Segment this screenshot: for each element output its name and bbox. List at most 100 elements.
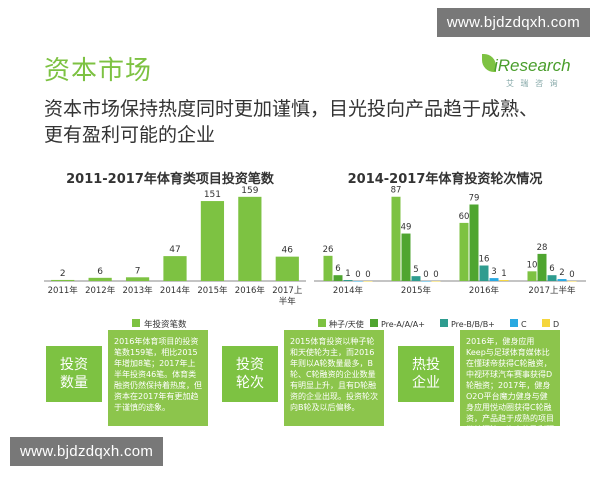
legend-label: 种子/天使 <box>329 319 364 329</box>
data-label: 49 <box>401 223 412 233</box>
x-tick-label: 2012年 <box>85 285 116 296</box>
bar-2016年-C <box>489 278 499 281</box>
bar-2014年 <box>163 256 187 281</box>
data-label: 2 <box>559 268 564 278</box>
x-tick-label: 2017上 <box>272 286 303 296</box>
chart2-title: 2014-2017年体育投资轮次情况 <box>347 172 543 187</box>
logo-subtext: 艾 瑞 咨 询 <box>506 79 560 88</box>
bar-2017上半年-C <box>557 279 567 281</box>
card-tag: 热投 企业 <box>398 346 454 402</box>
chart1-title: 2011-2017年体育类项目投资笔数 <box>66 172 274 187</box>
card-body: 2016年体育项目的投资笔数159笔，相比2015年增加8笔；2017年上半年投… <box>108 330 208 426</box>
data-label: 0 <box>569 270 574 280</box>
bar-2016年-Pre-A/A/A+ <box>469 204 479 281</box>
bar-2016年-D <box>499 280 509 281</box>
legend-swatch <box>132 319 140 327</box>
x-tick-label: 2014年 <box>160 285 191 296</box>
x-tick-label: 2017上半年 <box>528 285 576 296</box>
bar-2017上半年-种子/天使 <box>527 271 537 281</box>
data-label: 6 <box>97 267 103 277</box>
card-body: 2016年，健身应用Keep与足球体育媒体比在懂球帝获得C轮融资，中视环球汽车赛… <box>460 330 560 426</box>
data-label: 2 <box>60 269 66 279</box>
data-label: 87 <box>391 186 402 196</box>
bar-2015年-C <box>421 281 431 282</box>
bar-2015年-D <box>431 281 441 282</box>
x-tick-label: 半年 <box>279 296 297 307</box>
data-label: 28 <box>537 243 548 253</box>
x-tick-label: 2016年 <box>235 285 266 296</box>
bar-2014年-Pre-A/A/A+ <box>333 275 343 281</box>
data-label: 7 <box>135 266 141 276</box>
legend-label: C <box>521 320 527 329</box>
bar-2017上半年-Pre-A/A/A+ <box>537 253 547 281</box>
headline-line-2: 更有盈利可能的企业 <box>44 124 216 146</box>
bar-2015年-Pre-A/A/A+ <box>401 233 411 281</box>
card-hot-companies: 热投 企业 2016年，健身应用Keep与足球体育媒体比在懂球帝获得C轮融资，中视… <box>398 330 568 426</box>
legend-swatch <box>542 319 550 327</box>
x-tick-label: 2013年 <box>123 285 154 296</box>
card-tag: 投资 轮次 <box>222 346 278 402</box>
data-label: 6 <box>549 264 554 274</box>
x-tick-label: 2016年 <box>469 285 500 296</box>
page-title: 资本市场 <box>44 56 153 86</box>
data-label: 5 <box>413 265 418 275</box>
card-investment-count: 投资 数量 2016年体育项目的投资笔数159笔，相比2015年增加8笔；2017… <box>46 330 216 426</box>
bar-2014年-种子/天使 <box>323 255 333 281</box>
legend-swatch <box>318 319 326 327</box>
bar-2017上半年 <box>275 256 299 281</box>
x-tick-label: 2014年 <box>333 285 364 296</box>
bar-2016年-种子/天使 <box>459 222 469 281</box>
bar-2015年-种子/天使 <box>391 196 401 281</box>
x-tick-label: 2015年 <box>401 285 432 296</box>
data-label: 1 <box>345 269 350 279</box>
x-tick-label: 2015年 <box>197 285 228 296</box>
legend-label: Pre-B/B/B+ <box>451 320 495 329</box>
legend-swatch <box>510 319 518 327</box>
bar-2014年-Pre-B/B/B+ <box>343 280 353 281</box>
bar-2011年 <box>51 279 75 281</box>
data-label: 1 <box>501 269 506 279</box>
data-label: 0 <box>355 270 360 280</box>
x-tick-label: 2011年 <box>48 285 79 296</box>
headline-line-1: 资本市场保持热度同时更加谨慎，目光投向产品趋于成熟、 <box>44 98 539 120</box>
data-label: 0 <box>423 270 428 280</box>
legend-swatch <box>440 319 448 327</box>
chart1-svg: 2 2011年 6 2012年 7 2013年 47 2014年 151 2015年 159 2016… <box>44 186 306 330</box>
bar-2014年-D <box>363 281 373 282</box>
data-label: 0 <box>433 270 438 280</box>
watermark-top: www.bjdzdqxh.com <box>436 8 590 37</box>
data-label: 151 <box>204 190 221 200</box>
card-body: 2015体育投资以种子轮和天使轮为主，而2016年则以A轮数量最多，B轮、C轮融… <box>284 330 384 426</box>
data-label: 0 <box>365 270 370 280</box>
legend-label: D <box>553 320 559 329</box>
leaf-icon <box>482 54 496 72</box>
bar-2012年 <box>88 277 112 281</box>
data-label: 6 <box>335 264 340 274</box>
data-label: 16 <box>479 255 490 265</box>
card-tag: 投资 数量 <box>46 346 102 402</box>
legend-swatch <box>370 319 378 327</box>
data-label: 47 <box>169 245 180 255</box>
bar-2016年 <box>238 196 262 281</box>
data-label: 159 <box>241 186 258 196</box>
data-label: 79 <box>469 193 480 203</box>
bar-2017上半年-D <box>567 281 577 282</box>
legend-label: Pre-A/A/A+ <box>381 320 425 329</box>
bar-2016年-Pre-B/B/B+ <box>479 265 489 281</box>
data-label: 60 <box>459 212 470 222</box>
data-label: 10 <box>527 260 538 270</box>
bar-2015年 <box>200 201 225 281</box>
data-label: 46 <box>282 246 294 256</box>
data-label: 26 <box>323 245 334 255</box>
card-investment-rounds: 投资 轮次 2015体育投资以种子轮和天使轮为主，而2016年则以A轮数量最多，B… <box>222 330 392 426</box>
bar-2015年-Pre-B/B/B+ <box>411 276 421 281</box>
legend-label: 年投资笔数 <box>144 319 187 330</box>
bar-2017上半年-Pre-B/B/B+ <box>547 275 557 281</box>
bar-2014年-C <box>353 281 363 282</box>
iresearch-logo: iResearch 艾 瑞 咨 询 <box>480 50 580 92</box>
watermark-bottom: www.bjdzdqxh.com <box>10 437 164 466</box>
logo-text: iResearch <box>494 56 571 75</box>
data-label: 3 <box>491 267 496 277</box>
bar-2013年 <box>125 277 150 281</box>
